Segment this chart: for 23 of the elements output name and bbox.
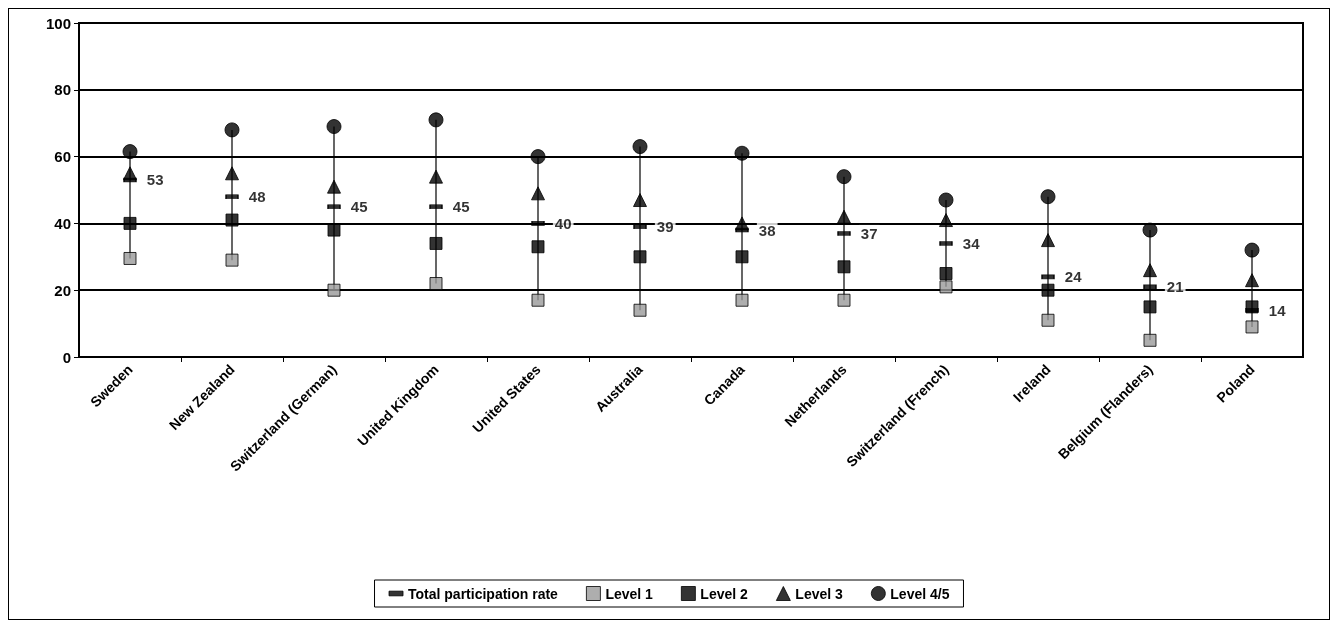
y-tick-label: 60 [54,148,71,166]
legend-label: Total participation rate [408,585,559,602]
legend-label: Level 1 [605,585,654,602]
y-tick-label: 40 [54,214,71,232]
y-tick-label: 0 [62,348,71,366]
data-label: 34 [962,234,981,252]
data-label: 21 [1166,278,1184,296]
data-label: 45 [452,198,470,216]
y-tick-label: 20 [54,281,71,299]
data-label: 40 [554,214,572,232]
legend-label: Level 4/5 [890,585,950,602]
data-label: 37 [860,224,878,242]
data-label: 53 [146,171,164,189]
legend-label: Level 2 [700,585,749,602]
data-label: 39 [656,218,674,236]
data-label: 24 [1064,268,1083,286]
y-tick-label: 100 [45,14,71,32]
legend-label: Level 3 [795,585,844,602]
data-label: 38 [758,221,776,239]
data-label: 45 [350,198,368,216]
y-tick-label: 80 [54,81,71,99]
data-label: 48 [248,188,266,206]
data-label: 14 [1268,301,1287,319]
